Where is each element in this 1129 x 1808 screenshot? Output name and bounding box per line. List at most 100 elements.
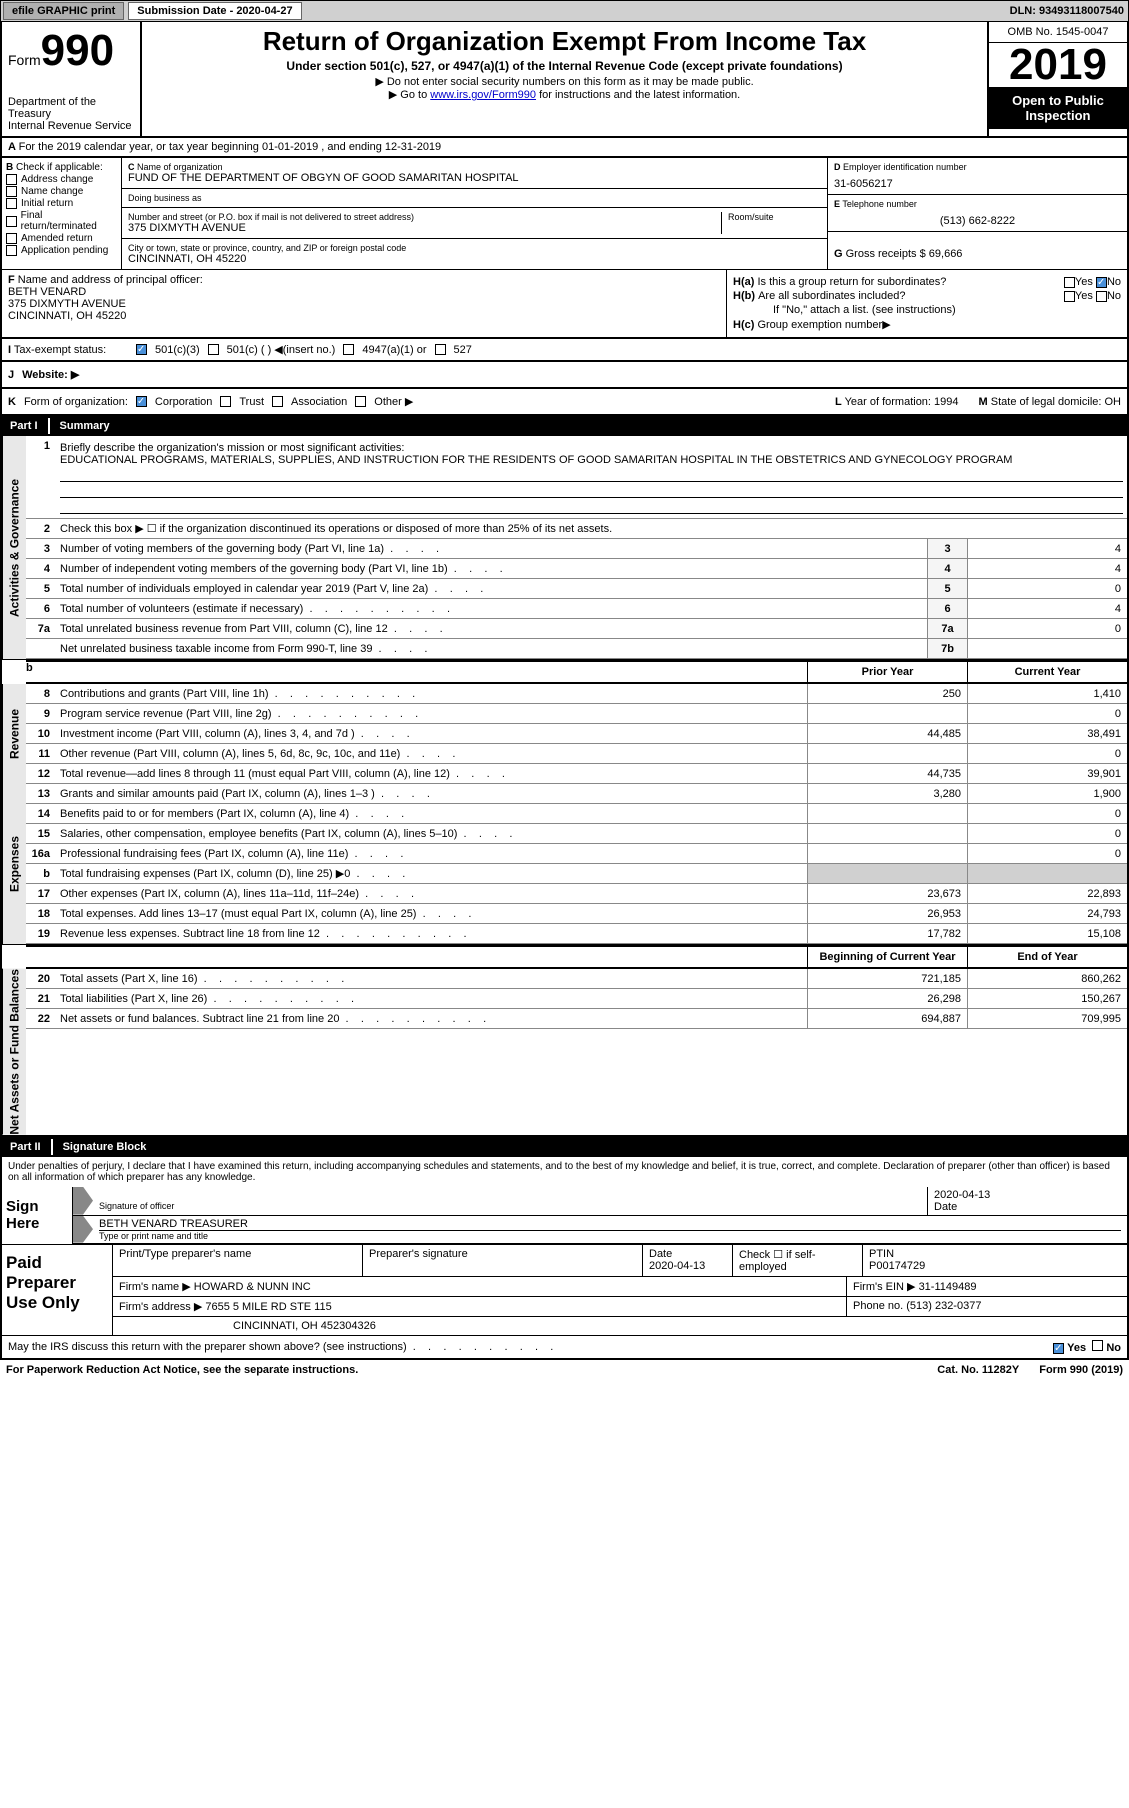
table-row: 9Program service revenue (Part VIII, lin…	[26, 704, 1127, 724]
cb-assoc[interactable]	[272, 396, 283, 407]
trust-label: Trust	[239, 396, 264, 408]
cb-discuss-yes[interactable]	[1053, 1343, 1064, 1354]
penalties-text: Under penalties of perjury, I declare th…	[2, 1157, 1127, 1187]
prep-sig-label: Preparer's signature	[369, 1248, 636, 1260]
section-de: D Employer identification number 31-6056…	[827, 158, 1127, 269]
city-label: City or town, state or province, country…	[128, 243, 821, 253]
cb-hb-no[interactable]	[1096, 291, 1107, 302]
cb-trust[interactable]	[220, 396, 231, 407]
table-row: 14Benefits paid to or for members (Part …	[26, 804, 1127, 824]
cb-final-return[interactable]	[6, 216, 17, 227]
submission-date: Submission Date - 2020-04-27	[128, 2, 301, 20]
table-row: 10Investment income (Part VIII, column (…	[26, 724, 1127, 744]
sign-here-label: Sign Here	[2, 1187, 72, 1244]
prior-year-hdr: Prior Year	[807, 662, 967, 682]
cb-501c3[interactable]	[136, 344, 147, 355]
cb-app-pending[interactable]	[6, 245, 17, 256]
firm-city-value: CINCINNATI, OH 452304326	[113, 1317, 1127, 1335]
efile-print-btn[interactable]: efile GRAPHIC print	[3, 2, 124, 20]
sig-arrow-icon2	[73, 1216, 93, 1243]
other-label: Other ▶	[374, 395, 413, 408]
sig-officer-label: Signature of officer	[99, 1201, 921, 1211]
end-year-hdr: End of Year	[967, 947, 1127, 967]
cb-other[interactable]	[355, 396, 366, 407]
cb-501c[interactable]	[208, 344, 219, 355]
form990-link[interactable]: www.irs.gov/Form990	[430, 89, 536, 101]
table-row: 19Revenue less expenses. Subtract line 1…	[26, 924, 1127, 944]
section-h: H(a) Is this a group return for subordin…	[727, 270, 1127, 337]
form-word: Form	[8, 52, 41, 68]
paperwork-notice: For Paperwork Reduction Act Notice, see …	[6, 1364, 358, 1376]
table-row: 22Net assets or fund balances. Subtract …	[26, 1009, 1127, 1029]
cb-address-change[interactable]	[6, 174, 17, 185]
form-subtitle: Under section 501(c), 527, or 4947(a)(1)…	[150, 59, 979, 73]
hb-label: Are all subordinates included?	[758, 290, 1064, 302]
org-name: FUND OF THE DEPARTMENT OF OBGYN OF GOOD …	[128, 172, 821, 184]
amended-label: Amended return	[21, 233, 93, 244]
officer-typed-name: BETH VENARD TREASURER	[99, 1218, 1121, 1231]
table-row: bTotal fundraising expenses (Part IX, co…	[26, 864, 1127, 884]
no-label: No	[1107, 276, 1121, 288]
table-row: 20Total assets (Part X, line 16)721,1858…	[26, 969, 1127, 989]
side-revenue: Revenue	[2, 684, 26, 784]
gross-receipts-value: 69,666	[929, 248, 963, 260]
cb-hb-yes[interactable]	[1064, 291, 1075, 302]
table-row: 13Grants and similar amounts paid (Part …	[26, 784, 1127, 804]
ptin-value: P00174729	[869, 1260, 1121, 1272]
assoc-label: Association	[291, 396, 347, 408]
side-expenses: Expenses	[2, 784, 26, 944]
check-applicable-label: Check if applicable:	[16, 162, 103, 173]
section-j-website: J Website: ▶	[0, 362, 1129, 389]
section-f: F Name and address of principal officer:…	[2, 270, 727, 337]
cb-527[interactable]	[435, 344, 446, 355]
initial-return-label: Initial return	[21, 198, 73, 209]
firm-phone-label: Phone no.	[853, 1300, 903, 1312]
tax-status-label: Tax-exempt status:	[14, 344, 106, 356]
part2-header: Part II Signature Block	[0, 1137, 1129, 1157]
cb-corp[interactable]	[136, 396, 147, 407]
name-change-label: Name change	[21, 186, 83, 197]
table-row: 18Total expenses. Add lines 13–17 (must …	[26, 904, 1127, 924]
period-text: For the 2019 calendar year, or tax year …	[19, 141, 442, 153]
cb-name-change[interactable]	[6, 186, 17, 197]
firm-addr-label: Firm's address ▶	[119, 1301, 202, 1313]
firm-addr-value: 7655 5 MILE RD STE 115	[205, 1301, 331, 1313]
ein-label: Employer identification number	[843, 162, 967, 172]
part2-title: Signature Block	[53, 1139, 157, 1155]
section-b: B Check if applicable: Address change Na…	[2, 158, 122, 269]
section-c: C Name of organization FUND OF THE DEPAR…	[122, 158, 827, 269]
cat-number: Cat. No. 11282Y	[937, 1364, 1019, 1376]
form-number: 990	[41, 26, 114, 75]
501c3-label: 501(c)(3)	[155, 344, 200, 356]
discuss-question: May the IRS discuss this return with the…	[8, 1341, 407, 1353]
signature-block: Under penalties of perjury, I declare th…	[0, 1157, 1129, 1360]
city-state-zip: CINCINNATI, OH 45220	[128, 253, 821, 265]
open-public: Open to Public Inspection	[989, 87, 1127, 129]
q1-label: Briefly describe the organization's miss…	[60, 442, 1123, 454]
yes-label: Yes	[1075, 276, 1093, 288]
table-row: 17Other expenses (Part IX, column (A), l…	[26, 884, 1127, 904]
cb-4947[interactable]	[343, 344, 354, 355]
hc-label: Group exemption number	[757, 319, 882, 331]
phone-value: (513) 662-8222	[834, 209, 1121, 227]
cb-amended[interactable]	[6, 233, 17, 244]
q2-text: Check this box ▶ ☐ if the organization d…	[56, 520, 1127, 537]
section-klm: K Form of organization: Corporation Trus…	[0, 389, 1129, 416]
501c-label: 501(c) ( ) ◀(insert no.)	[227, 343, 336, 356]
phone-label: Telephone number	[842, 199, 917, 209]
table-row: 4Number of independent voting members of…	[26, 559, 1127, 579]
cb-discuss-no[interactable]	[1092, 1340, 1103, 1351]
ein-value: 31-6056217	[834, 172, 1121, 190]
ptin-label: PTIN	[869, 1248, 1121, 1260]
cb-ha-no[interactable]	[1096, 277, 1107, 288]
corp-label: Corporation	[155, 396, 212, 408]
table-row: 7aTotal unrelated business revenue from …	[26, 619, 1127, 639]
begin-year-hdr: Beginning of Current Year	[807, 947, 967, 967]
cb-ha-yes[interactable]	[1064, 277, 1075, 288]
firm-ein-value: 31-1149489	[919, 1281, 977, 1293]
ha-label: Is this a group return for subordinates?	[757, 276, 1063, 288]
cb-initial-return[interactable]	[6, 198, 17, 209]
table-row: Net unrelated business taxable income fr…	[26, 639, 1127, 659]
firm-ein-label: Firm's EIN ▶	[853, 1281, 916, 1293]
officer-name: BETH VENARD	[8, 286, 720, 298]
